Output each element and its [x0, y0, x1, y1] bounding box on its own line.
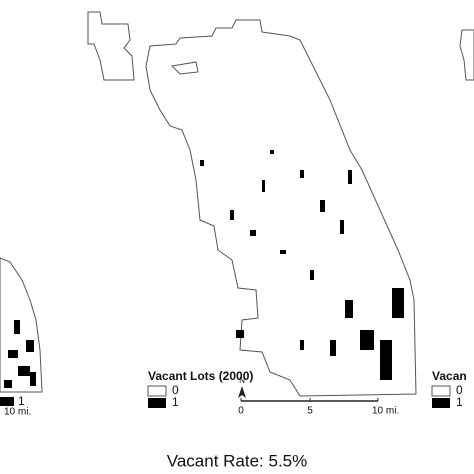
legend-label: 1	[172, 395, 179, 409]
scale-label: 10 mi.	[4, 407, 31, 418]
legend-title: Vacan	[432, 369, 467, 383]
legend-label: 0	[456, 383, 463, 397]
caption: Vacant Rate: 5.5%	[167, 451, 308, 470]
legend-title: Vacant Lots (2000)	[148, 369, 253, 383]
scale-label: 10 mi.	[372, 406, 399, 417]
legend-swatch	[148, 398, 166, 408]
scale-label: 0	[238, 406, 244, 417]
right-map: Vacan 0 1	[431, 29, 474, 409]
legend-swatch	[0, 397, 14, 406]
north-arrow	[238, 386, 246, 398]
scale-label: 5	[307, 406, 313, 417]
legend-swatch	[431, 385, 451, 397]
map-outline	[459, 29, 474, 81]
legend-swatch	[432, 398, 450, 408]
map-outline	[0, 257, 43, 393]
center-map: Vacant Lots (2000) 0 1 N 0 5 10 mi.	[145, 19, 417, 417]
map-outline	[87, 11, 135, 81]
north-label: N	[239, 376, 245, 385]
map-outline	[145, 19, 417, 397]
legend-label: 1	[18, 394, 25, 408]
legend-swatch	[147, 385, 167, 397]
left-map: 1 10 mi.	[0, 11, 135, 418]
legend-label: 1	[456, 395, 463, 409]
legend-label: 0	[172, 383, 179, 397]
